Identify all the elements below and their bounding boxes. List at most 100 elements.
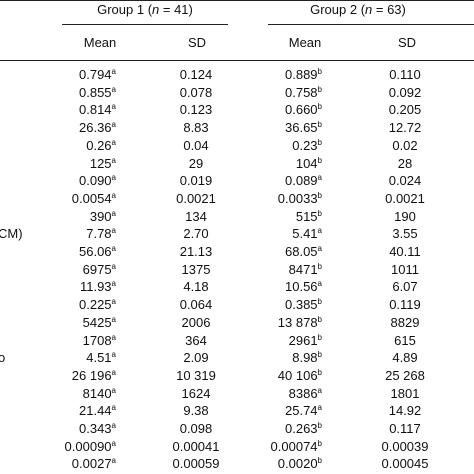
mean-cell: 0.660b	[232, 102, 322, 118]
mean-value: 5425	[82, 314, 112, 330]
mean-cell: 26.36a	[26, 120, 116, 136]
mean-superscript: a	[111, 208, 116, 218]
header-rule	[0, 60, 474, 61]
mean-value: 0.26	[86, 137, 112, 153]
sd-cell: 8829	[390, 314, 420, 330]
mean-value: 0.794	[79, 67, 112, 82]
mean-superscript: b	[317, 120, 322, 130]
mean-value: 515	[295, 208, 318, 224]
mean-superscript: b	[317, 367, 322, 377]
sd-cell: 29	[188, 155, 204, 171]
mean-value: 13 878	[277, 314, 318, 330]
sd-cell: 0.124	[179, 67, 213, 82]
mean-cell: 8386a	[232, 386, 322, 402]
group-rule	[268, 24, 474, 25]
sd-cell: 40.11	[389, 244, 421, 259]
mean-superscript: a	[317, 244, 322, 253]
mean-superscript: a	[111, 244, 116, 253]
mean-superscript: a	[111, 350, 116, 360]
mean-value: 8140	[82, 385, 112, 401]
sd-cell: 0.123	[179, 102, 213, 118]
group-header-part: Group 2 (	[310, 2, 366, 17]
sd-cell: 14.92	[388, 403, 422, 419]
mean-cell: 0.089a	[232, 173, 322, 189]
sd-cell: 12.72	[388, 120, 422, 136]
group-header-part: Group 1 (	[97, 2, 153, 17]
mean-value: 11.93	[79, 279, 112, 295]
mean-cell: 0.385b	[232, 297, 322, 313]
mean-cell: 5.41a	[232, 226, 322, 242]
sd-cell: 364	[185, 332, 207, 348]
mean-superscript: a	[111, 102, 116, 112]
mean-value: 6975	[82, 261, 112, 277]
sd-cell: 9.38	[183, 403, 209, 419]
sd-cell: 0.024	[388, 173, 422, 189]
mean-superscript: b	[317, 297, 322, 307]
mean-cell: 0.758b	[232, 85, 322, 101]
mean-cell: 104b	[232, 156, 322, 172]
mean-superscript: a	[111, 456, 116, 466]
mean-superscript: a	[111, 84, 116, 94]
mean-superscript: a	[111, 226, 116, 236]
sd-cell: 0.0021	[176, 190, 216, 206]
mean-value: 5.41	[292, 226, 318, 242]
mean-value: 0.814	[79, 102, 112, 118]
sd-cell: 0.205	[388, 102, 422, 118]
mean-cell: 6975a	[26, 262, 116, 278]
sd-cell: 0.04	[183, 137, 209, 153]
sd-cell: 6.07	[392, 279, 418, 295]
mean-value: 36.65	[285, 120, 318, 136]
mean-cell: 36.65b	[232, 120, 322, 136]
mean-superscript: a	[111, 67, 116, 76]
sd-cell: 0.00041	[172, 438, 220, 454]
mean-value: 56.06	[79, 244, 112, 259]
mean-superscript: b	[317, 332, 322, 342]
column-header: Mean	[288, 35, 322, 50]
sd-cell: 0.064	[179, 297, 213, 313]
mean-superscript: a	[111, 403, 116, 413]
mean-superscript: b	[317, 350, 322, 360]
group-header-part: n	[365, 2, 373, 17]
sd-cell: 28	[397, 155, 413, 171]
mean-value: 0.089	[285, 173, 318, 189]
mean-value: 0.23	[292, 137, 318, 153]
mean-value: 104	[295, 155, 318, 171]
mean-cell: 7.78a	[26, 226, 116, 242]
mean-cell: 0.225a	[26, 297, 116, 313]
mean-superscript: b	[317, 456, 322, 466]
mean-cell: 8471b	[232, 262, 322, 278]
mean-value: 8386	[288, 385, 318, 401]
sd-cell: 1624	[181, 385, 211, 401]
mean-value: 10.56	[285, 279, 318, 295]
mean-superscript: a	[317, 403, 322, 413]
mean-superscript: a	[111, 173, 116, 183]
sd-cell: 8.83	[183, 120, 209, 136]
mean-superscript: a	[111, 314, 116, 324]
sd-cell: 2.70	[183, 226, 209, 242]
sd-cell: 0.078	[179, 84, 213, 100]
row-label: CM)	[0, 226, 23, 242]
mean-value: 0.263	[285, 421, 318, 436]
sd-cell: 0.019	[179, 173, 213, 189]
mean-value: 0.855	[79, 84, 112, 100]
mean-value: 8.98	[292, 350, 318, 366]
sd-cell: 0.092	[388, 84, 422, 100]
mean-superscript: b	[317, 84, 322, 94]
sd-cell: 1375	[181, 261, 211, 277]
row-label: o	[0, 350, 6, 366]
mean-superscript: b	[317, 67, 322, 76]
sd-cell: 4.18	[183, 279, 209, 295]
mean-value: 0.758	[285, 84, 318, 100]
sd-cell: 0.00059	[172, 456, 220, 472]
sd-cell: 0.00045	[381, 456, 429, 472]
mean-value: 0.00074	[270, 438, 318, 454]
mean-cell: 0.0033b	[232, 191, 322, 207]
mean-superscript: b	[317, 155, 322, 165]
mean-cell: 0.23b	[232, 138, 322, 154]
mean-cell: 0.263b	[232, 421, 322, 437]
mean-value: 7.78	[86, 226, 112, 242]
mean-superscript: a	[317, 173, 322, 183]
mean-value: 68.05	[285, 244, 318, 259]
mean-cell: 390a	[26, 209, 116, 225]
